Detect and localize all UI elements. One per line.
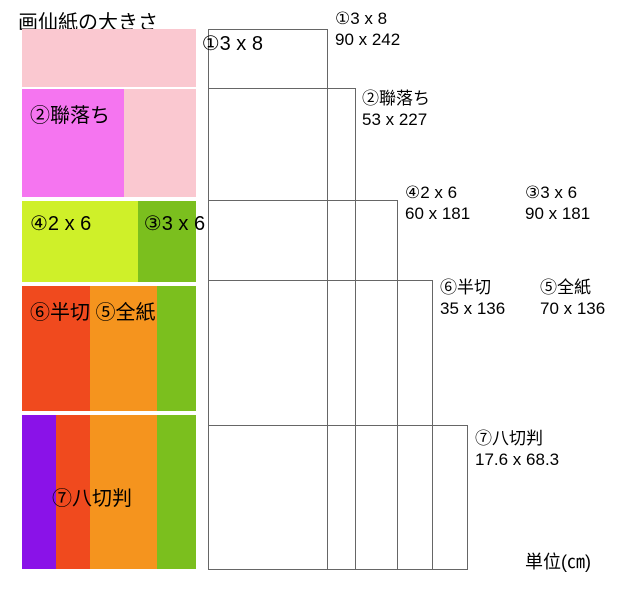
dimension-callout-3: ③3 x 690 x 181 xyxy=(525,182,590,225)
dimension-name: ④2 x 6 xyxy=(405,182,470,203)
dimension-size: 53 x 227 xyxy=(362,109,430,130)
dimension-name: ①3 x 8 xyxy=(335,8,400,29)
paper-size-label-1: ①3 x 8 xyxy=(202,31,263,56)
dimension-callout-2: ②聯落ち53 x 227 xyxy=(362,88,430,131)
dimension-size: 90 x 181 xyxy=(525,203,590,224)
paper-size-band-1 xyxy=(22,29,196,87)
paper-size-label-3: ③3 x 6 xyxy=(144,211,205,236)
dimension-size: 90 x 242 xyxy=(335,29,400,50)
paper-size-label-6: ⑥半切 xyxy=(30,296,90,325)
paper-size-band-7 xyxy=(22,415,56,569)
dimension-name: ③3 x 6 xyxy=(525,182,590,203)
paper-size-label-5: ⑤全紙 xyxy=(96,296,156,325)
dimension-name: ⑥半切 xyxy=(440,277,505,298)
dimension-size: 35 x 136 xyxy=(440,298,505,319)
paper-size-label-4: ④2 x 6 xyxy=(30,211,91,236)
dimension-callout-6: ⑥半切35 x 136 xyxy=(440,277,505,320)
dimension-name: ②聯落ち xyxy=(362,88,430,109)
dimension-name: ⑤全紙 xyxy=(540,277,605,298)
dimension-callout-5: ⑤全紙70 x 136 xyxy=(540,277,605,320)
dimension-size: 17.6 x 68.3 xyxy=(475,449,559,470)
outline-frame xyxy=(208,425,468,570)
dimension-callout-1: ①3 x 890 x 242 xyxy=(335,8,400,51)
dimension-name: ⑦八切判 xyxy=(475,428,559,449)
paper-size-label-2: ②聯落ち xyxy=(30,99,110,128)
dimension-callout-4: ④2 x 660 x 181 xyxy=(405,182,470,225)
paper-size-label-7: ⑦八切判 xyxy=(52,482,132,511)
dimension-size: 60 x 181 xyxy=(405,203,470,224)
dimension-size: 70 x 136 xyxy=(540,298,605,319)
unit-label: 単位(㎝) xyxy=(525,548,591,574)
dimension-callout-7: ⑦八切判17.6 x 68.3 xyxy=(475,428,559,471)
